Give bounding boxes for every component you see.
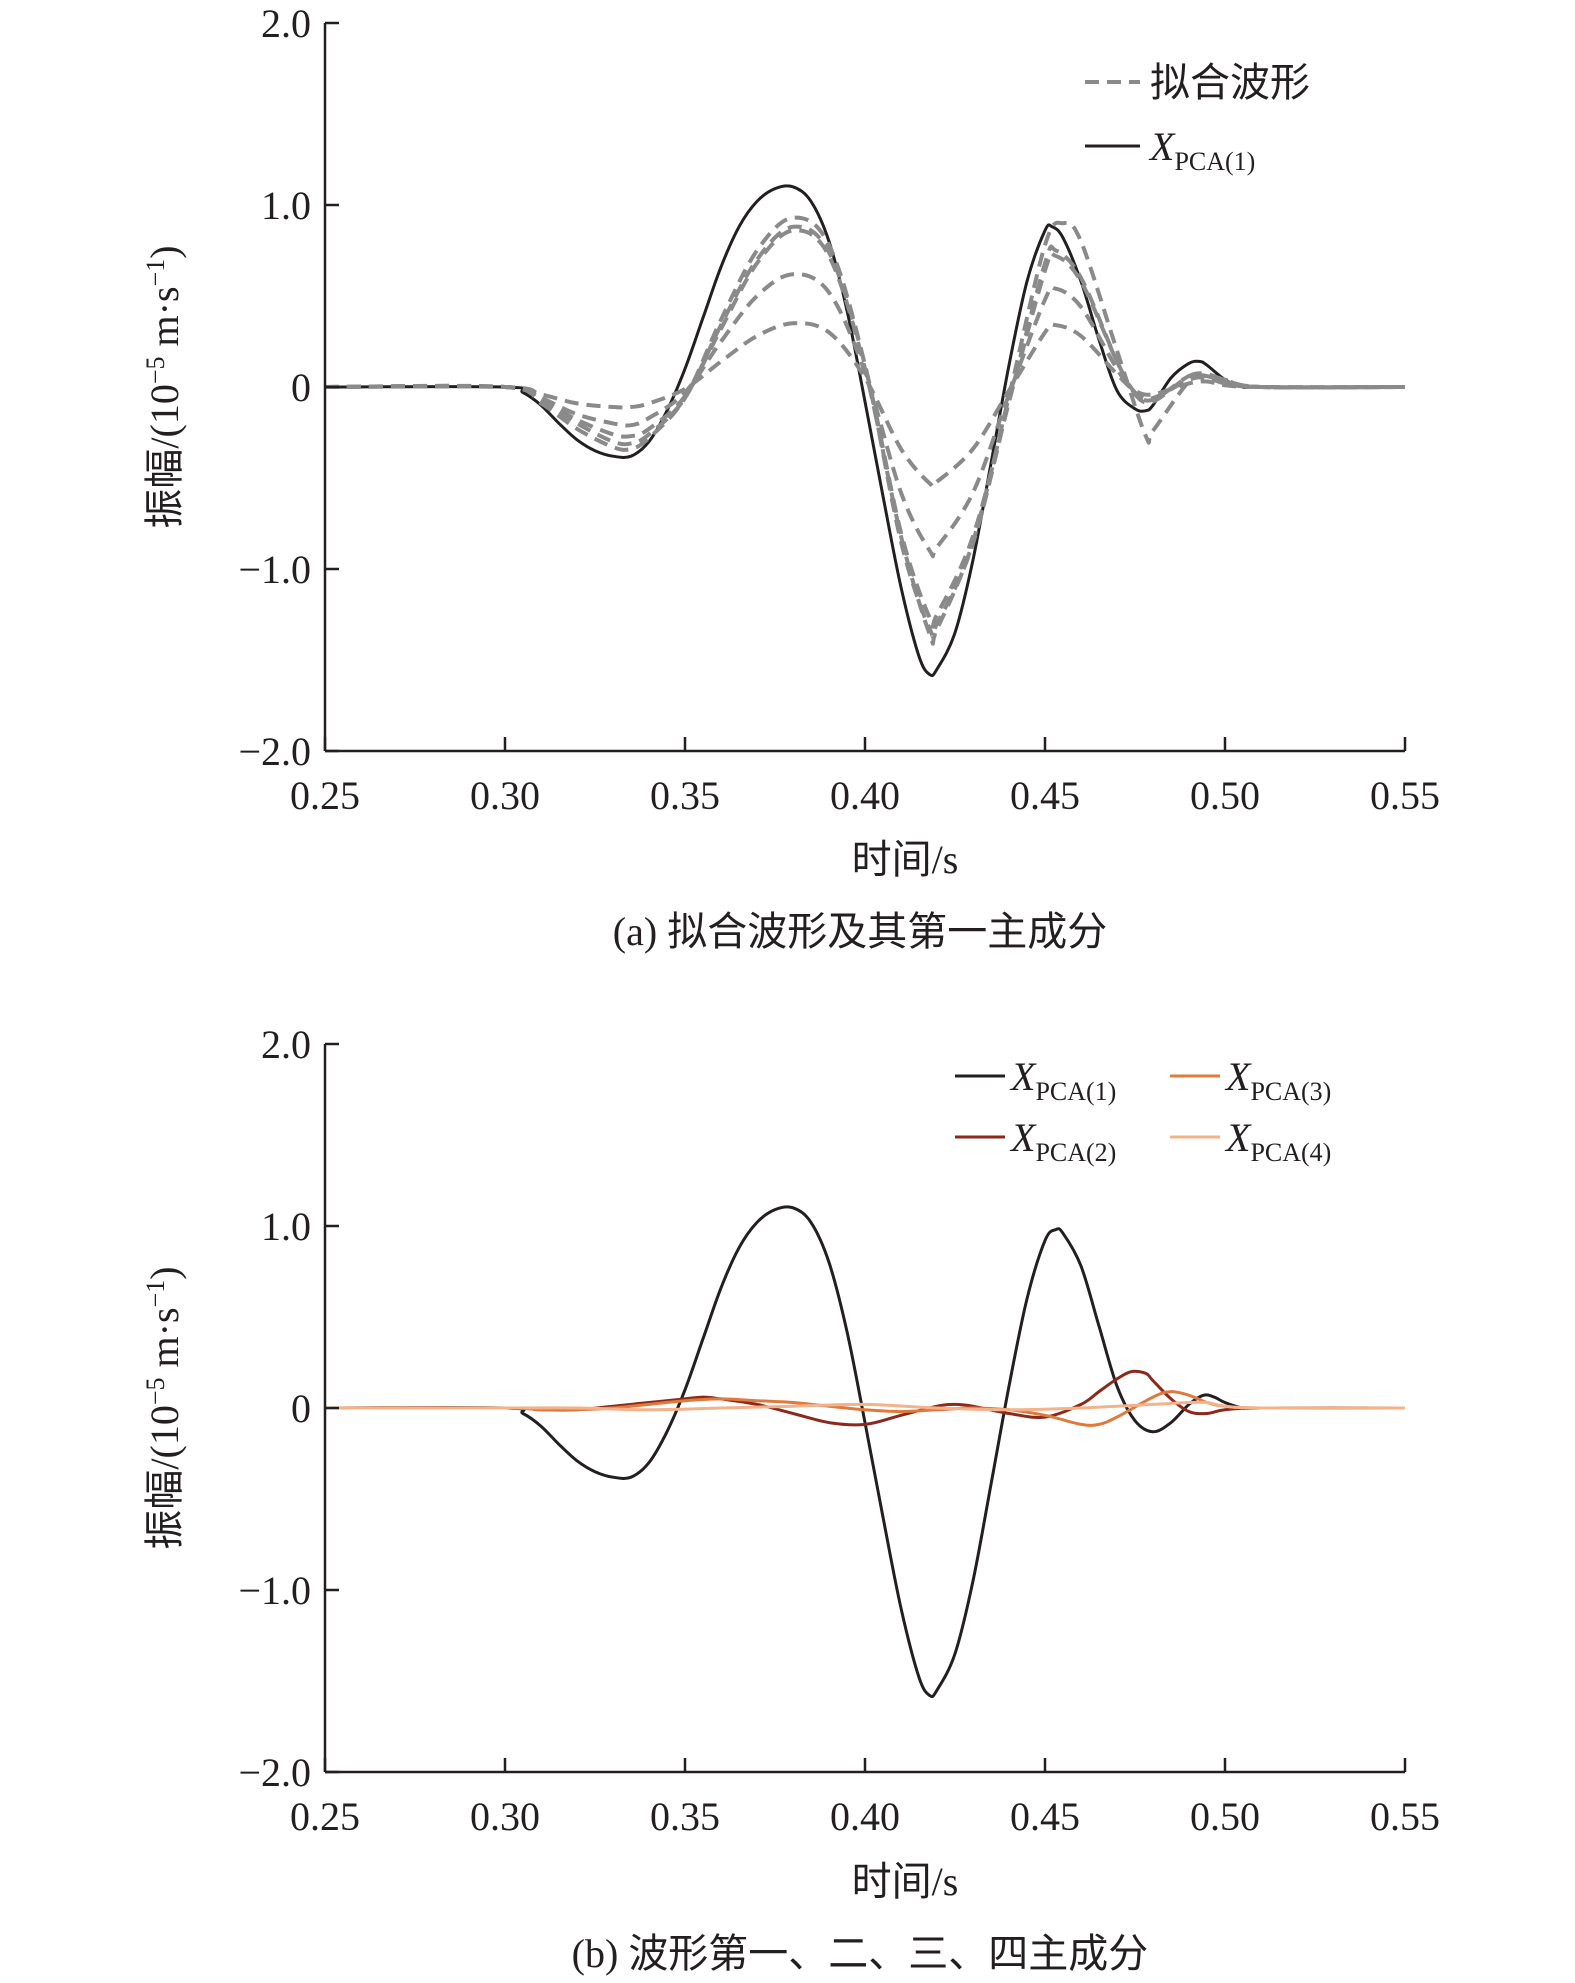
legend-label: 拟合波形 <box>1150 60 1310 105</box>
y-axis-label: 振幅/(10−5 m·s−1) <box>141 1266 188 1549</box>
legend-label-main: X <box>1224 1054 1252 1099</box>
fit-waveform-line <box>324 224 1406 629</box>
legend-label: XPCA(2) <box>1009 1115 1116 1167</box>
x-tick-label: 0.55 <box>1370 1794 1440 1839</box>
x-tick-label: 0.35 <box>650 773 720 818</box>
x-tick-label: 0.45 <box>1010 1794 1080 1839</box>
y-axis-label-exp: −5 <box>141 356 170 384</box>
series-line-1 <box>324 184 1405 678</box>
y-tick-label: 2.0 <box>261 1022 311 1067</box>
y-tick-label: 2.0 <box>261 1 311 46</box>
x-tick-label: 0.25 <box>290 1794 360 1839</box>
y-axis-label-main: 振幅/(10 <box>142 384 187 528</box>
x-tick-label: 0.55 <box>1370 773 1440 818</box>
x-tick-label: 0.40 <box>830 773 900 818</box>
y-axis-label-exp: −5 <box>141 1377 170 1405</box>
fit-waveform-line <box>324 272 1406 559</box>
legend-label-main: X <box>1224 1115 1252 1160</box>
legend-label-main: X <box>1009 1115 1037 1160</box>
y-tick-label: −1.0 <box>238 547 311 592</box>
x-tick-label: 0.30 <box>470 1794 540 1839</box>
y-axis-label-unit: m·s <box>142 1307 187 1377</box>
x-tick-label: 0.35 <box>650 1794 720 1839</box>
y-axis-label-exp2: −1 <box>141 259 170 287</box>
fit-waveform-line <box>324 220 1406 646</box>
fit-waveform-line <box>324 215 1406 640</box>
y-axis-label-unit: m·s <box>142 286 187 356</box>
x-tick-label: 0.30 <box>470 773 540 818</box>
x-tick-label: 0.45 <box>1010 773 1080 818</box>
figure-caption: (b) 波形第一、二、三、四主成分 <box>572 1931 1149 1976</box>
legend-label: XPCA(1) <box>1009 1054 1116 1106</box>
x-tick-label: 0.50 <box>1190 773 1260 818</box>
x-tick-label: 0.40 <box>830 1794 900 1839</box>
legend-label: XPCA(1) <box>1148 124 1255 176</box>
y-tick-label: 1.0 <box>261 183 311 228</box>
legend-label-main: X <box>1009 1054 1037 1099</box>
legend-label-main: X <box>1148 124 1176 169</box>
x-axis-label: 时间/s <box>852 1859 959 1904</box>
figure-caption: (a) 拟合波形及其第一主成分 <box>613 909 1107 954</box>
legend-label-sub: PCA(2) <box>1035 1138 1116 1167</box>
legend-label: XPCA(3) <box>1224 1054 1331 1106</box>
series-line-1 <box>324 1205 1405 1699</box>
y-axis-label-close: ) <box>142 1266 187 1279</box>
chart-b: 2.0 1.0 0 −1.0 −2.00.25 0.30 0.35 0.40 0.45 0.50 0… <box>141 1022 1441 1976</box>
y-tick-label: −2.0 <box>238 1750 311 1795</box>
fit-waveform-line <box>324 321 1406 489</box>
y-tick-label: −2.0 <box>238 729 311 774</box>
chart-a: 2.0 1.0 0 −1.0 −2.00.25 0.30 0.35 0.40 0.45 0.50 0… <box>141 1 1441 954</box>
legend: XPCA(1) XPCA(3)XPCA(2) XPCA(4) <box>955 1054 1331 1167</box>
legend-label-sub: PCA(4) <box>1250 1138 1331 1167</box>
y-tick-label: 0 <box>291 365 311 410</box>
x-tick-label: 0.50 <box>1190 1794 1260 1839</box>
y-axis-label: 振幅/(10−5 m·s−1) <box>141 245 188 528</box>
legend-label-sub: PCA(3) <box>1250 1077 1331 1106</box>
y-axis-label-main: 振幅/(10 <box>142 1405 187 1549</box>
x-axis-label: 时间/s <box>852 837 959 882</box>
y-axis-label-exp2: −1 <box>141 1280 170 1308</box>
legend-label-sub: PCA(1) <box>1035 1077 1116 1106</box>
legend: 拟合波形 XPCA(1) <box>1085 60 1310 176</box>
legend-label-sub: PCA(1) <box>1174 147 1255 176</box>
y-tick-label: 1.0 <box>261 1204 311 1249</box>
legend-label: XPCA(4) <box>1224 1115 1331 1167</box>
series-line-4 <box>324 1400 1406 1412</box>
y-tick-label: 0 <box>291 1386 311 1431</box>
x-tick-label: 0.25 <box>290 773 360 818</box>
y-axis-label-close: ) <box>142 245 187 258</box>
y-tick-label: −1.0 <box>238 1568 311 1613</box>
